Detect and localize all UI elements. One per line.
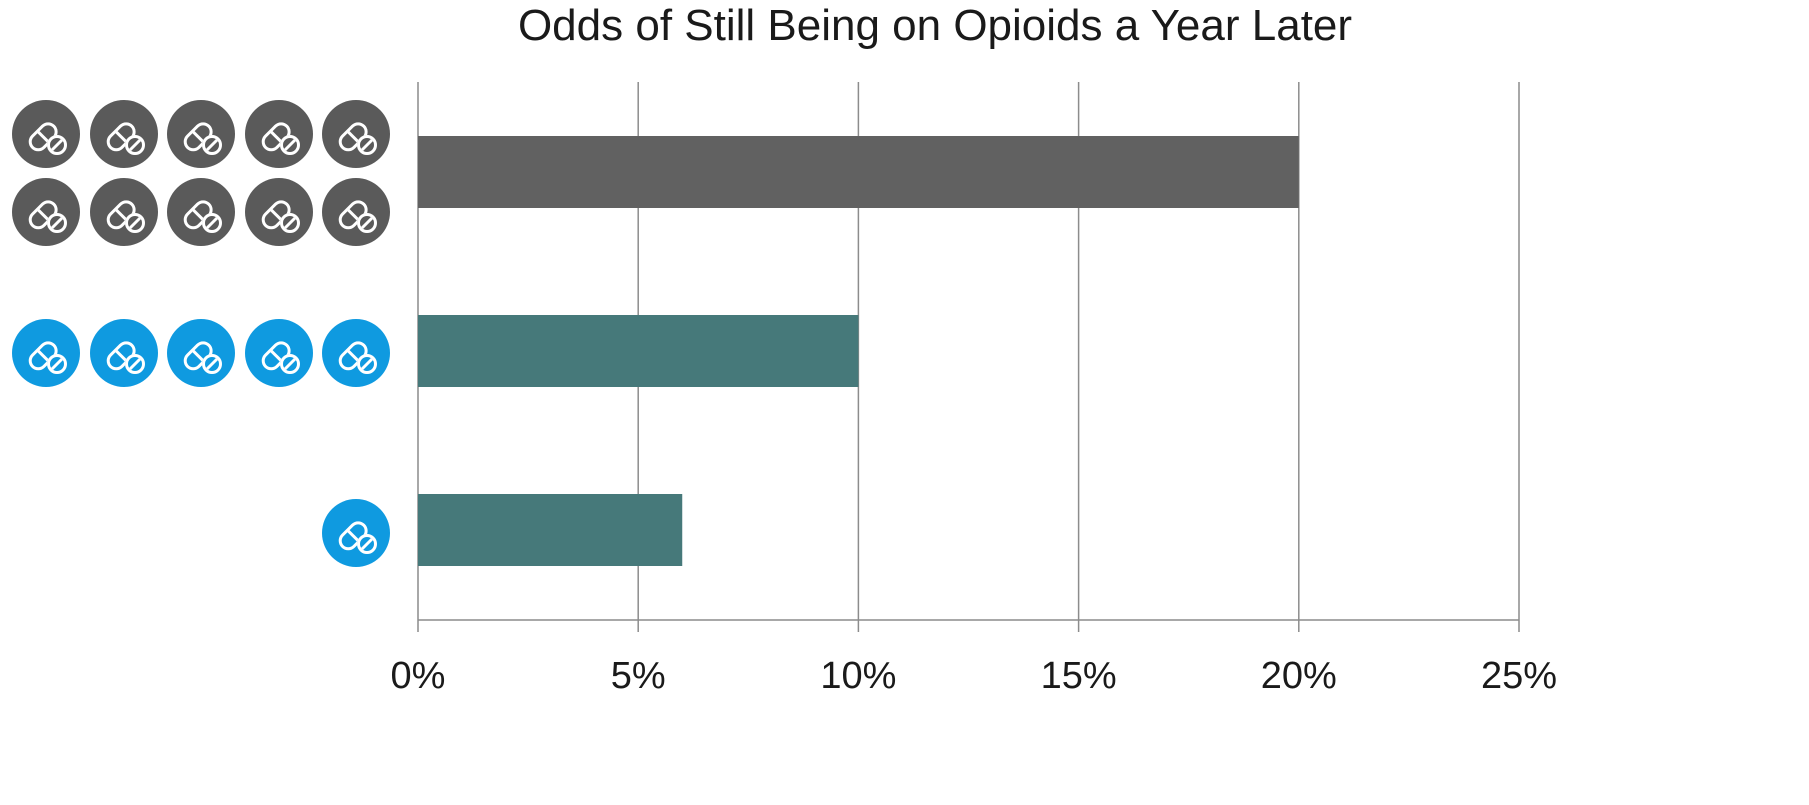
x-axis-ticks: 0% 5% 10% 15% 20% 25%	[391, 655, 1557, 697]
pill-icon	[12, 319, 80, 387]
pill-icon	[245, 319, 313, 387]
x-tick-label: 25%	[1481, 655, 1557, 697]
x-tick-label: 0%	[391, 655, 446, 697]
bar	[418, 136, 1299, 208]
pill-icon	[322, 178, 390, 246]
pill-icon	[245, 178, 313, 246]
pill-icon	[12, 178, 80, 246]
chart-title: Odds of Still Being on Opioids a Year La…	[518, 1, 1352, 50]
bars	[418, 136, 1299, 566]
pill-icon	[322, 100, 390, 168]
pill-icons	[12, 100, 390, 567]
bar	[418, 494, 683, 566]
x-tick-label: 5%	[611, 655, 666, 697]
x-tick-label: 20%	[1261, 655, 1337, 697]
pill-icon	[12, 100, 80, 168]
pill-icon	[322, 499, 390, 567]
bar	[418, 315, 859, 387]
pill-icon	[167, 100, 235, 168]
pill-icon	[90, 319, 158, 387]
x-tick-label: 10%	[820, 655, 896, 697]
pill-icon	[90, 100, 158, 168]
pill-icon	[245, 100, 313, 168]
pill-icon	[167, 319, 235, 387]
pill-icon	[167, 178, 235, 246]
pill-icon	[90, 178, 158, 246]
x-tick-label: 15%	[1041, 655, 1117, 697]
pill-icon	[322, 319, 390, 387]
